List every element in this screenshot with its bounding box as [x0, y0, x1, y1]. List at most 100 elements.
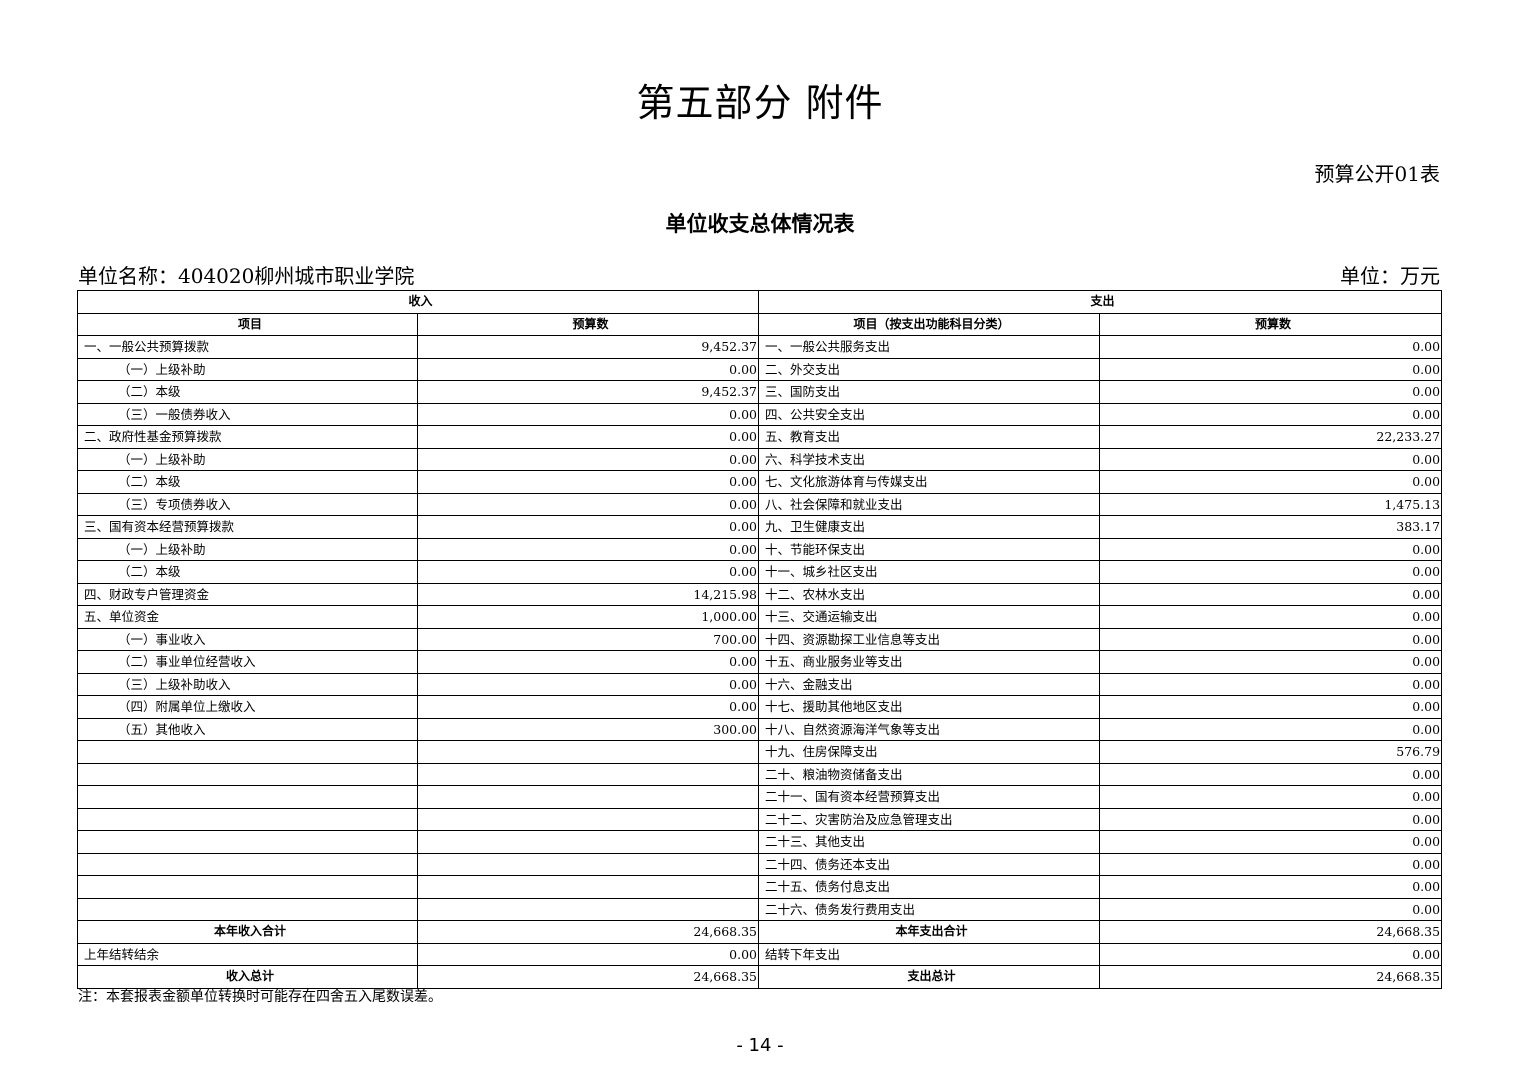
- expense-amount-cell: 0.00: [1099, 875, 1443, 899]
- expense-item-cell: 七、文化旅游体育与传媒支出: [758, 470, 1101, 494]
- expense-amount-cell: 0.00: [1099, 807, 1443, 831]
- table-row: 二十六、债务发行费用支出 0.00: [77, 897, 1443, 921]
- income-amount-cell: 0.00: [416, 402, 760, 426]
- expense-amount-cell: 0.00: [1099, 650, 1443, 674]
- expense-item-cell: 二十六、债务发行费用支出: [758, 897, 1101, 921]
- income-item-cell: 五、单位资金: [77, 605, 418, 629]
- expense-amount-cell: 0.00: [1099, 357, 1443, 381]
- expense-item-cell: 五、教育支出: [758, 425, 1101, 449]
- expense-item-cell: 二十一、国有资本经营预算支出: [758, 785, 1101, 809]
- expense-amount-cell: 383.17: [1099, 515, 1443, 539]
- expense-amount-cell: 1,475.13: [1099, 492, 1443, 516]
- table-row: 二十四、债务还本支出 0.00: [77, 852, 1443, 876]
- expense-item-cell: 九、卫生健康支出: [758, 515, 1101, 539]
- expense-item-cell: 二十二、灾害防治及应急管理支出: [758, 807, 1101, 831]
- expense-item-cell: 三、国防支出: [758, 380, 1101, 404]
- expense-item-cell: 十五、商业服务业等支出: [758, 650, 1101, 674]
- expense-amount-cell: 0.00: [1099, 402, 1443, 426]
- income-item-cell: （四）附属单位上缴收入: [77, 695, 418, 719]
- expense-item-cell: 四、公共安全支出: [758, 402, 1101, 426]
- group-header-row: 收入 支出: [76, 290, 1443, 314]
- income-item-cell: 本年收入合计: [77, 920, 418, 944]
- income-item-cell: [77, 740, 418, 764]
- table-row: 三、国有资本经营预算拨款 0.00 九、卫生健康支出 383.17: [77, 515, 1443, 539]
- income-item-cell: （五）其他收入: [77, 717, 418, 741]
- expense-item-cell: 结转下年支出: [758, 942, 1101, 966]
- income-item-cell: 一、一般公共预算拨款: [77, 335, 418, 359]
- income-item-cell: [77, 875, 418, 899]
- unit-name: 单位名称：404020柳州城市职业学院: [78, 264, 415, 288]
- table-code: 预算公开01表: [1314, 162, 1440, 186]
- currency-unit: 单位：万元: [1340, 264, 1440, 288]
- income-amount-cell: [416, 762, 760, 786]
- table-row: （四）附属单位上缴收入 0.00 十七、援助其他地区支出 0.00: [77, 695, 1443, 719]
- income-amount-cell: 0.00: [416, 470, 760, 494]
- expense-item-cell: 二十五、债务付息支出: [758, 875, 1101, 899]
- expense-amount-cell: 0.00: [1099, 897, 1443, 921]
- income-amount-cell: 24,668.35: [416, 920, 760, 944]
- table-row: 二十一、国有资本经营预算支出 0.00: [77, 785, 1443, 809]
- table-row: （一）事业收入 700.00 十四、资源勘探工业信息等支出 0.00: [77, 627, 1443, 651]
- expense-item-cell: 十六、金融支出: [758, 672, 1101, 696]
- column-header-row: 项目 预算数 项目（按支出功能科目分类） 预算数: [77, 312, 1443, 336]
- income-item-cell: （一）上级补助: [77, 357, 418, 381]
- income-item-cell: 三、国有资本经营预算拨款: [77, 515, 418, 539]
- table-row: 二十三、其他支出 0.00: [77, 830, 1443, 854]
- income-amount-cell: [416, 852, 760, 876]
- income-amount-cell: [416, 830, 760, 854]
- income-amount-cell: [416, 740, 760, 764]
- page-number: - 14 -: [736, 1035, 784, 1056]
- expense-amount-cell: 22,233.27: [1099, 425, 1443, 449]
- table-row: （二）本级 0.00 七、文化旅游体育与传媒支出 0.00: [77, 470, 1443, 494]
- table-row: （三）专项债券收入 0.00 八、社会保障和就业支出 1,475.13: [77, 492, 1443, 516]
- income-amount-cell: 0.00: [416, 672, 760, 696]
- expense-item-cell: 十八、自然资源海洋气象等支出: [758, 717, 1101, 741]
- income-item-header: 项目: [77, 312, 418, 336]
- income-item-cell: 四、财政专户管理资金: [77, 582, 418, 606]
- income-item-cell: [77, 852, 418, 876]
- income-item-cell: （一）上级补助: [77, 537, 418, 561]
- income-amount-cell: 0.00: [416, 537, 760, 561]
- expense-item-cell: 二十、粮油物资储备支出: [758, 762, 1101, 786]
- table-row: （二）事业单位经营收入 0.00 十五、商业服务业等支出 0.00: [77, 650, 1443, 674]
- expense-header: 支出: [758, 290, 1443, 314]
- income-amount-cell: 0.00: [416, 447, 760, 471]
- table-row: （三）上级补助收入 0.00 十六、金融支出 0.00: [77, 672, 1443, 696]
- expense-item-cell: 十三、交通运输支出: [758, 605, 1101, 629]
- income-item-cell: （三）专项债券收入: [77, 492, 418, 516]
- table-row: （三）一般债券收入 0.00 四、公共安全支出 0.00: [77, 402, 1443, 426]
- expense-item-cell: 本年支出合计: [758, 920, 1101, 944]
- income-item-cell: （三）上级补助收入: [77, 672, 418, 696]
- table-row: 五、单位资金 1,000.00 十三、交通运输支出 0.00: [77, 605, 1443, 629]
- expense-amount-cell: 0.00: [1099, 942, 1443, 966]
- income-amount-cell: [416, 785, 760, 809]
- table-row: 二十、粮油物资储备支出 0.00: [77, 762, 1443, 786]
- income-item-cell: 二、政府性基金预算拨款: [77, 425, 418, 449]
- expense-item-cell: 十四、资源勘探工业信息等支出: [758, 627, 1101, 651]
- income-amount-cell: 0.00: [416, 515, 760, 539]
- income-amount-cell: 0.00: [416, 942, 760, 966]
- income-item-cell: （三）一般债券收入: [77, 402, 418, 426]
- income-item-cell: 收入总计: [77, 965, 418, 989]
- income-item-cell: （二）本级: [77, 560, 418, 584]
- expense-item-cell: 六、科学技术支出: [758, 447, 1101, 471]
- expense-amount-cell: 0.00: [1099, 830, 1443, 854]
- table-row: （一）上级补助 0.00 二、外交支出 0.00: [77, 357, 1443, 381]
- table-title: 单位收支总体情况表: [665, 212, 855, 236]
- expense-amount-cell: 0.00: [1099, 560, 1443, 584]
- income-amount-cell: 0.00: [416, 560, 760, 584]
- expense-amount-cell: 24,668.35: [1099, 965, 1443, 989]
- expense-amount-cell: 0.00: [1099, 672, 1443, 696]
- income-item-cell: [77, 830, 418, 854]
- income-item-cell: （一）事业收入: [77, 627, 418, 651]
- income-amount-cell: 24,668.35: [416, 965, 760, 989]
- expense-item-cell: 十二、农林水支出: [758, 582, 1101, 606]
- table-row: 上年结转结余 0.00 结转下年支出 0.00: [77, 942, 1443, 966]
- income-amount-cell: 0.00: [416, 357, 760, 381]
- footnote: 注：本套报表金额单位转换时可能存在四舍五入尾数误差。: [78, 989, 442, 1005]
- expense-amount-cell: 24,668.35: [1099, 920, 1443, 944]
- table-row: 十九、住房保障支出 576.79: [77, 740, 1443, 764]
- expense-amount-cell: 0.00: [1099, 582, 1443, 606]
- table-row: （五）其他收入 300.00 十八、自然资源海洋气象等支出 0.00: [77, 717, 1443, 741]
- expense-amount-cell: 0.00: [1099, 470, 1443, 494]
